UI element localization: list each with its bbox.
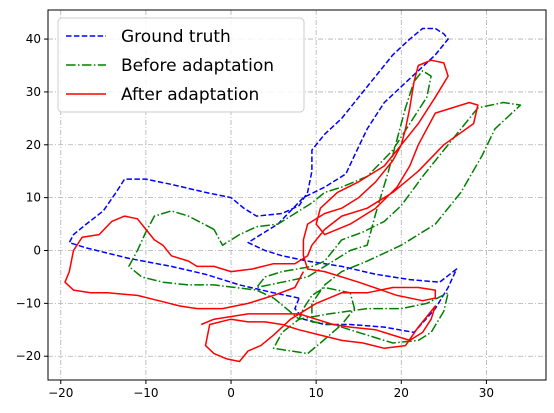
series-line-0: [68, 27, 458, 334]
series-group: [64, 27, 522, 363]
y-tick-label: 10: [26, 191, 41, 205]
y-tick-label: 20: [26, 138, 41, 152]
legend-label-2: After adaptation: [121, 85, 259, 105]
y-tick-label: 30: [26, 85, 41, 99]
y-tick-label: −20: [16, 349, 41, 363]
x-tick-label: 10: [309, 386, 324, 400]
y-tick-label: 40: [26, 32, 41, 46]
series-line-2: [64, 59, 479, 363]
y-tick-label: 0: [33, 244, 41, 258]
x-tick-label: −20: [48, 386, 73, 400]
x-tick-label: 30: [479, 386, 494, 400]
x-tick-label: −10: [133, 386, 158, 400]
plot-frame: [47, 9, 547, 381]
x-axis: −20 −10 0 10 20 30: [48, 380, 494, 400]
x-tick-label: 20: [394, 386, 409, 400]
series-line-1: [128, 70, 522, 355]
legend-label-1: Before adaptation: [121, 56, 274, 76]
legend: Ground truth Before adaptation After adapt…: [57, 17, 305, 113]
legend-label-0: Ground truth: [121, 27, 231, 47]
y-tick-label: −10: [16, 296, 41, 310]
x-tick-label: 0: [227, 386, 235, 400]
legend-box: [57, 17, 305, 113]
y-axis: −20 −10 0 10 20 30 40: [16, 32, 48, 363]
